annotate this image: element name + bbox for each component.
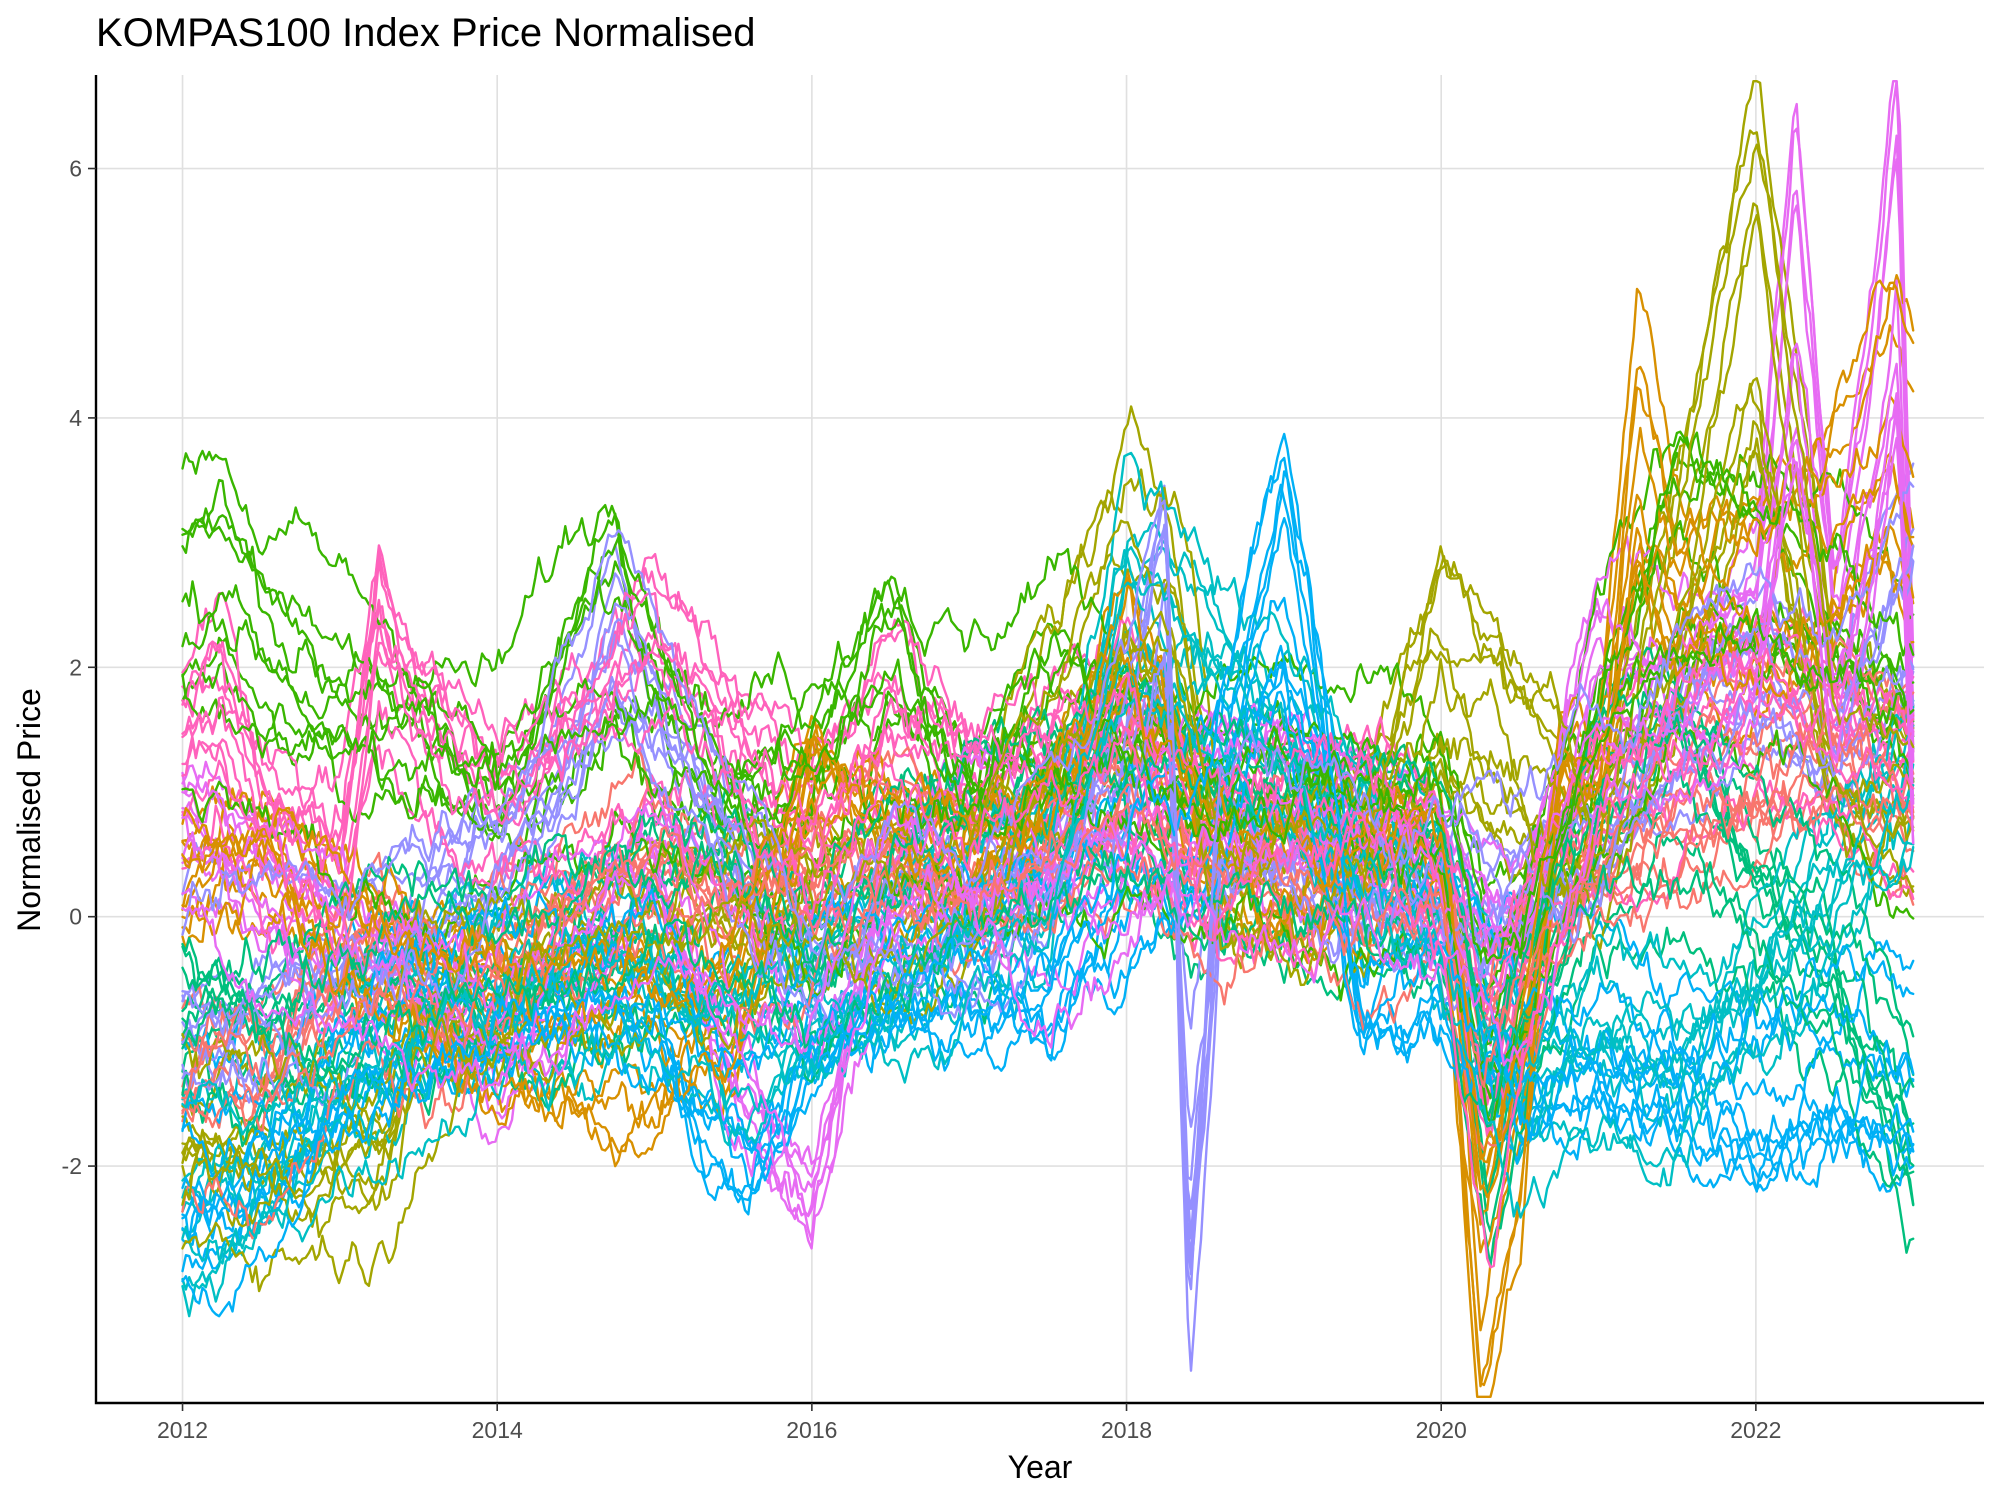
y-tick-label: 0 — [69, 904, 82, 930]
series-line — [181, 432, 1915, 1318]
tick-labels: 2012 2014 2016 2018 2020 2022 -2 0 2 4 6 — [62, 156, 1782, 1443]
series-line — [181, 722, 1915, 1133]
chart-title: KOMPAS100 Index Price Normalised — [96, 11, 756, 55]
series-line — [181, 607, 1915, 965]
series-lines — [181, 80, 1915, 1398]
series-line — [181, 134, 1915, 1178]
x-tick-label: 2020 — [1416, 1417, 1467, 1443]
axes — [88, 75, 1984, 1411]
series-line — [181, 484, 1915, 1274]
series-line — [181, 494, 1915, 1161]
series-line — [181, 580, 1915, 1291]
series-line — [181, 436, 1915, 1046]
x-tick-label: 2014 — [472, 1417, 523, 1443]
series-line — [181, 549, 1915, 1106]
series-line — [181, 452, 1915, 1199]
series-line — [181, 712, 1915, 1102]
y-tick-label: -2 — [62, 1153, 82, 1179]
x-axis-title: Year — [1008, 1449, 1073, 1485]
series-line — [181, 520, 1915, 948]
series-line — [181, 213, 1915, 1293]
series-line — [181, 618, 1915, 1318]
series-line — [181, 634, 1915, 955]
y-tick-label: 4 — [69, 405, 82, 431]
x-tick-label: 2016 — [786, 1417, 837, 1443]
series-line — [181, 459, 1915, 1046]
x-tick-label: 2018 — [1101, 1417, 1152, 1443]
series-line — [181, 644, 1915, 1182]
series-line — [181, 658, 1915, 1210]
y-tick-label: 6 — [69, 156, 82, 182]
y-tick-label: 2 — [69, 654, 82, 680]
axis-line — [94, 75, 1984, 1405]
series-line — [181, 638, 1915, 1269]
series-line — [181, 431, 1915, 1124]
series-line — [181, 481, 1915, 1260]
x-tick-label: 2022 — [1730, 1417, 1781, 1443]
series-line — [181, 855, 1915, 1128]
series-line — [181, 403, 1915, 1193]
series-line — [181, 659, 1915, 1076]
y-axis-title: Normalised Price — [11, 688, 47, 932]
x-tick-label: 2012 — [157, 1417, 208, 1443]
series-line — [181, 394, 1915, 1387]
series-line — [181, 592, 1915, 1014]
